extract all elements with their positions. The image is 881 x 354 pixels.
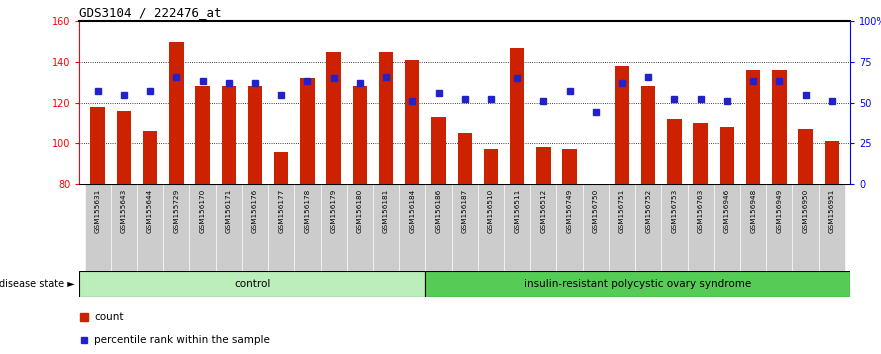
Text: GSM156181: GSM156181 [383, 188, 389, 233]
Text: disease state ►: disease state ► [0, 279, 75, 289]
Bar [189, 184, 216, 271]
Bar [662, 184, 687, 271]
Bar [825, 141, 839, 184]
Text: GSM156187: GSM156187 [462, 188, 468, 233]
Bar [373, 184, 399, 271]
Bar [352, 86, 367, 184]
Bar [85, 184, 111, 271]
Bar [557, 184, 582, 271]
Bar [216, 184, 242, 271]
Bar [667, 119, 682, 184]
Bar [504, 184, 530, 271]
Bar [425, 271, 850, 297]
Bar [169, 41, 183, 184]
Bar [609, 184, 635, 271]
Bar [746, 70, 760, 184]
Bar [321, 184, 347, 271]
Bar [405, 60, 419, 184]
Bar [79, 271, 425, 297]
Text: GSM156177: GSM156177 [278, 188, 285, 233]
Bar [379, 52, 393, 184]
Bar [274, 152, 288, 184]
Bar [294, 184, 321, 271]
Text: GSM156171: GSM156171 [226, 188, 232, 233]
Text: GSM156753: GSM156753 [671, 188, 677, 233]
Text: control: control [233, 279, 270, 289]
Text: GSM156948: GSM156948 [750, 188, 756, 233]
Bar [452, 184, 478, 271]
Bar [714, 184, 740, 271]
Text: GSM156178: GSM156178 [305, 188, 310, 233]
Bar [221, 86, 236, 184]
Bar [484, 149, 498, 184]
Text: percentile rank within the sample: percentile rank within the sample [94, 335, 270, 346]
Bar [457, 133, 472, 184]
Text: GSM156180: GSM156180 [357, 188, 363, 233]
Bar [111, 184, 137, 271]
Bar [537, 147, 551, 184]
Bar [582, 184, 609, 271]
Bar [91, 107, 105, 184]
Bar [347, 184, 373, 271]
Text: GSM156751: GSM156751 [619, 188, 625, 233]
Bar [772, 70, 787, 184]
Text: GSM156752: GSM156752 [645, 188, 651, 233]
Bar [300, 78, 315, 184]
Text: GSM156184: GSM156184 [410, 188, 415, 233]
Text: insulin-resistant polycystic ovary syndrome: insulin-resistant polycystic ovary syndr… [524, 279, 751, 289]
Bar [478, 184, 504, 271]
Bar [163, 184, 189, 271]
Bar [248, 86, 263, 184]
Text: GSM156946: GSM156946 [724, 188, 730, 233]
Bar [137, 184, 163, 271]
Bar [562, 149, 577, 184]
Bar [268, 184, 294, 271]
Text: GSM156186: GSM156186 [435, 188, 441, 233]
Bar [143, 131, 158, 184]
Bar [793, 184, 818, 271]
Text: GSM156749: GSM156749 [566, 188, 573, 233]
Text: count: count [94, 312, 124, 322]
Text: GSM156511: GSM156511 [515, 188, 520, 233]
Bar [242, 184, 268, 271]
Text: GSM155729: GSM155729 [174, 188, 180, 233]
Bar [399, 184, 426, 271]
Text: GSM155631: GSM155631 [94, 188, 100, 233]
Text: GSM156763: GSM156763 [698, 188, 704, 233]
Text: GSM156750: GSM156750 [593, 188, 599, 233]
Text: GSM156950: GSM156950 [803, 188, 809, 233]
Text: GSM156951: GSM156951 [829, 188, 835, 233]
Bar [196, 86, 210, 184]
Bar [798, 129, 813, 184]
Text: GSM156512: GSM156512 [540, 188, 546, 233]
Bar [641, 86, 655, 184]
Bar [720, 127, 734, 184]
Bar [687, 184, 714, 271]
Text: GSM156949: GSM156949 [776, 188, 782, 233]
Bar [327, 52, 341, 184]
Bar [510, 48, 524, 184]
Bar [530, 184, 557, 271]
Text: GSM155643: GSM155643 [121, 188, 127, 233]
Bar [740, 184, 766, 271]
Text: GSM156179: GSM156179 [330, 188, 337, 233]
Bar [818, 184, 845, 271]
Bar [635, 184, 662, 271]
Bar [693, 123, 708, 184]
Bar [426, 184, 452, 271]
Text: GDS3104 / 222476_at: GDS3104 / 222476_at [79, 6, 222, 19]
Bar [615, 66, 629, 184]
Bar [432, 117, 446, 184]
Text: GSM156510: GSM156510 [488, 188, 494, 233]
Bar [116, 111, 131, 184]
Bar [766, 184, 793, 271]
Text: GSM156176: GSM156176 [252, 188, 258, 233]
Text: GSM156170: GSM156170 [199, 188, 205, 233]
Text: GSM155644: GSM155644 [147, 188, 153, 233]
